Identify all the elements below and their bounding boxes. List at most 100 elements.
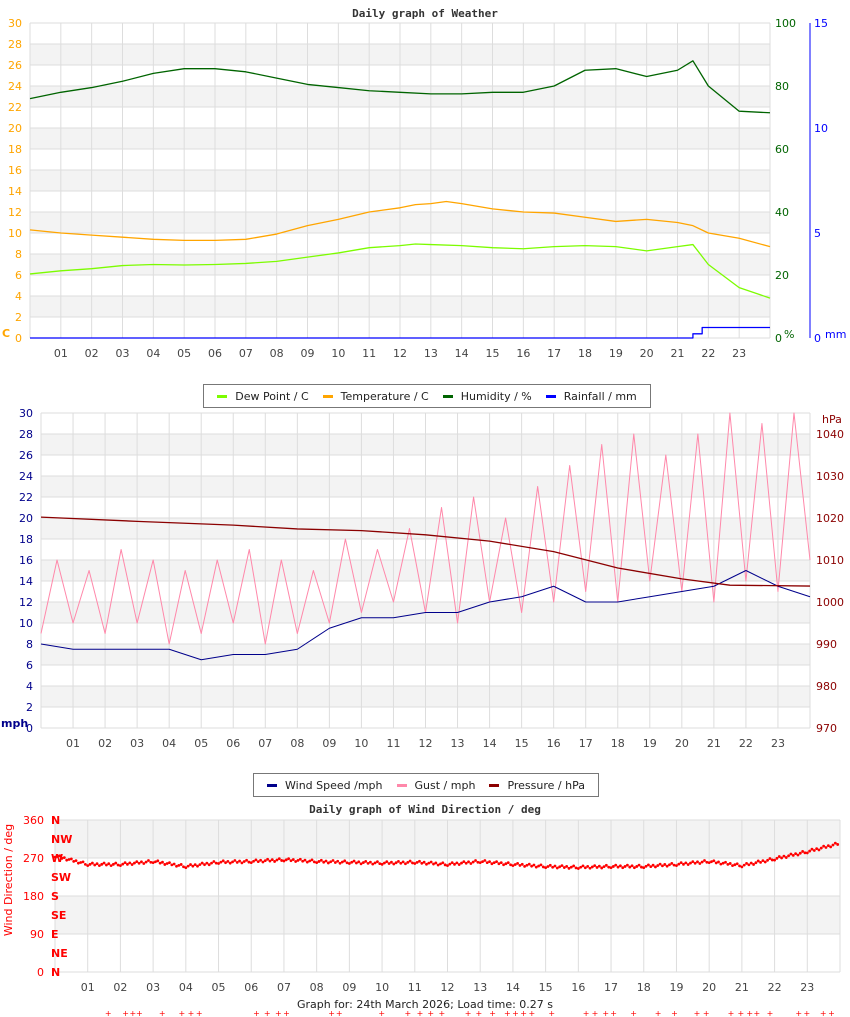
wind-direction-point — [544, 866, 548, 870]
y-tick-label-left: 24 — [8, 80, 22, 93]
wind-direction-point — [738, 864, 741, 868]
y-tick-label-left: 26 — [8, 59, 22, 72]
wind-direction-point — [656, 864, 660, 867]
wind-direction-point — [761, 859, 765, 863]
y-axis-label: Wind Direction / deg — [2, 824, 15, 936]
y-tick-label-right: 990 — [816, 638, 837, 651]
wind-direction-point — [100, 862, 104, 866]
compass-label: NW — [51, 833, 72, 846]
wind-direction-point — [319, 858, 323, 862]
wind-direction-point — [796, 853, 800, 857]
x-tick-label: 10 — [375, 981, 389, 994]
wind-direction-point — [432, 862, 435, 866]
legend-label: Gust / mph — [414, 778, 476, 792]
x-tick-label: 16 — [547, 737, 561, 750]
y-tick-label-right: 60 — [775, 143, 789, 156]
legend-item: Gust / mph — [396, 778, 476, 792]
wind-direction-point — [777, 855, 781, 858]
y-tick-label-right: 1010 — [816, 554, 844, 567]
x-tick-label: 08 — [290, 737, 304, 750]
wind-direction-point — [275, 858, 279, 862]
wind-direction-point — [787, 854, 791, 858]
wind-direction-point — [745, 861, 748, 865]
wind-direction-point — [345, 861, 349, 865]
x-tick-label: 10 — [331, 347, 345, 360]
wind-direction-point — [81, 860, 85, 864]
y-tick-label-left: 24 — [19, 470, 33, 483]
wind-direction-point — [242, 860, 246, 863]
wind-direction-point — [280, 859, 284, 862]
x-tick-label: 10 — [354, 737, 368, 750]
wind-direction-point — [569, 865, 573, 869]
wind-direction-point — [518, 864, 522, 867]
wind-direction-point — [457, 863, 461, 866]
wind-direction-point — [649, 865, 653, 869]
wind-direction-point — [191, 864, 195, 868]
wind-direction-point — [703, 859, 706, 862]
wind-direction-point — [602, 865, 606, 869]
wind-direction-point — [801, 850, 805, 853]
wind-direction-point — [394, 861, 398, 865]
wind-direction-point — [352, 859, 356, 863]
y-tick-label-left: 8 — [26, 638, 33, 651]
wind-direction-point — [661, 864, 664, 868]
wind-direction-point — [331, 859, 335, 862]
wind-direction-point — [231, 860, 234, 864]
y-tick-label-right: 1040 — [816, 428, 844, 441]
x-tick-label: 04 — [146, 347, 160, 360]
wind-direction-point — [574, 866, 578, 870]
wind-direction-point — [418, 859, 421, 863]
x-tick-label: 15 — [515, 737, 529, 750]
x-tick-label: 21 — [707, 737, 721, 750]
wind-direction-point — [133, 861, 136, 865]
wind-direction-point — [261, 860, 265, 864]
wind-direction-point — [189, 863, 192, 866]
wind-direction-point — [710, 860, 713, 864]
wind-direction-point — [530, 864, 534, 868]
wind-direction-point — [742, 863, 746, 867]
wind-direction-point — [72, 859, 76, 863]
wind-direction-point — [735, 862, 739, 866]
wind-direction-point — [562, 866, 566, 869]
compass-label: N — [51, 966, 60, 979]
wind-direction-point — [277, 857, 281, 861]
wind-direction-point — [284, 858, 288, 862]
wind-direction-point — [184, 866, 188, 870]
x-tick-label: 13 — [424, 347, 438, 360]
wind-direction-point — [469, 862, 473, 865]
wind-direction-point — [490, 862, 494, 866]
y-tick-label-left: 16 — [8, 164, 22, 177]
wind-direction-point — [740, 865, 744, 869]
legend-swatch — [396, 783, 407, 787]
wind-direction-point — [170, 863, 174, 867]
wind-direction-point — [618, 864, 622, 868]
x-tick-label: 18 — [637, 981, 651, 994]
wind-direction-point — [392, 862, 396, 866]
wind-direction-point — [126, 862, 129, 866]
y-axis-unit-rain: mm — [825, 328, 846, 341]
wind-direction-point — [207, 863, 211, 867]
y-tick-label-left: 22 — [19, 491, 33, 504]
wind-direction-point — [224, 861, 227, 865]
wind-direction-point — [607, 865, 611, 869]
wind-direction-point — [263, 859, 267, 863]
wind-direction-point — [364, 859, 368, 863]
wind-direction-point — [829, 845, 833, 849]
wind-direction-point — [803, 851, 807, 855]
y-tick-label-left: 28 — [19, 428, 33, 441]
wind-direction-point — [240, 861, 244, 865]
wind-legend: Wind Speed /mph Gust / mph Pressure / hPa — [253, 773, 599, 797]
x-tick-label: 12 — [419, 737, 433, 750]
y-tick-label-left: 8 — [15, 248, 22, 261]
wind-direction-point — [312, 860, 316, 864]
wind-direction-point — [560, 864, 564, 867]
x-tick-label: 03 — [146, 981, 160, 994]
wind-direction-point — [439, 862, 442, 866]
wind-direction-point — [763, 860, 767, 864]
wind-direction-point — [256, 860, 260, 864]
wind-direction-point — [633, 866, 636, 870]
x-tick-label: 16 — [516, 347, 530, 360]
wind-direction-point — [604, 863, 608, 867]
wind-direction-point — [450, 861, 454, 865]
wind-direction-point — [144, 860, 148, 864]
